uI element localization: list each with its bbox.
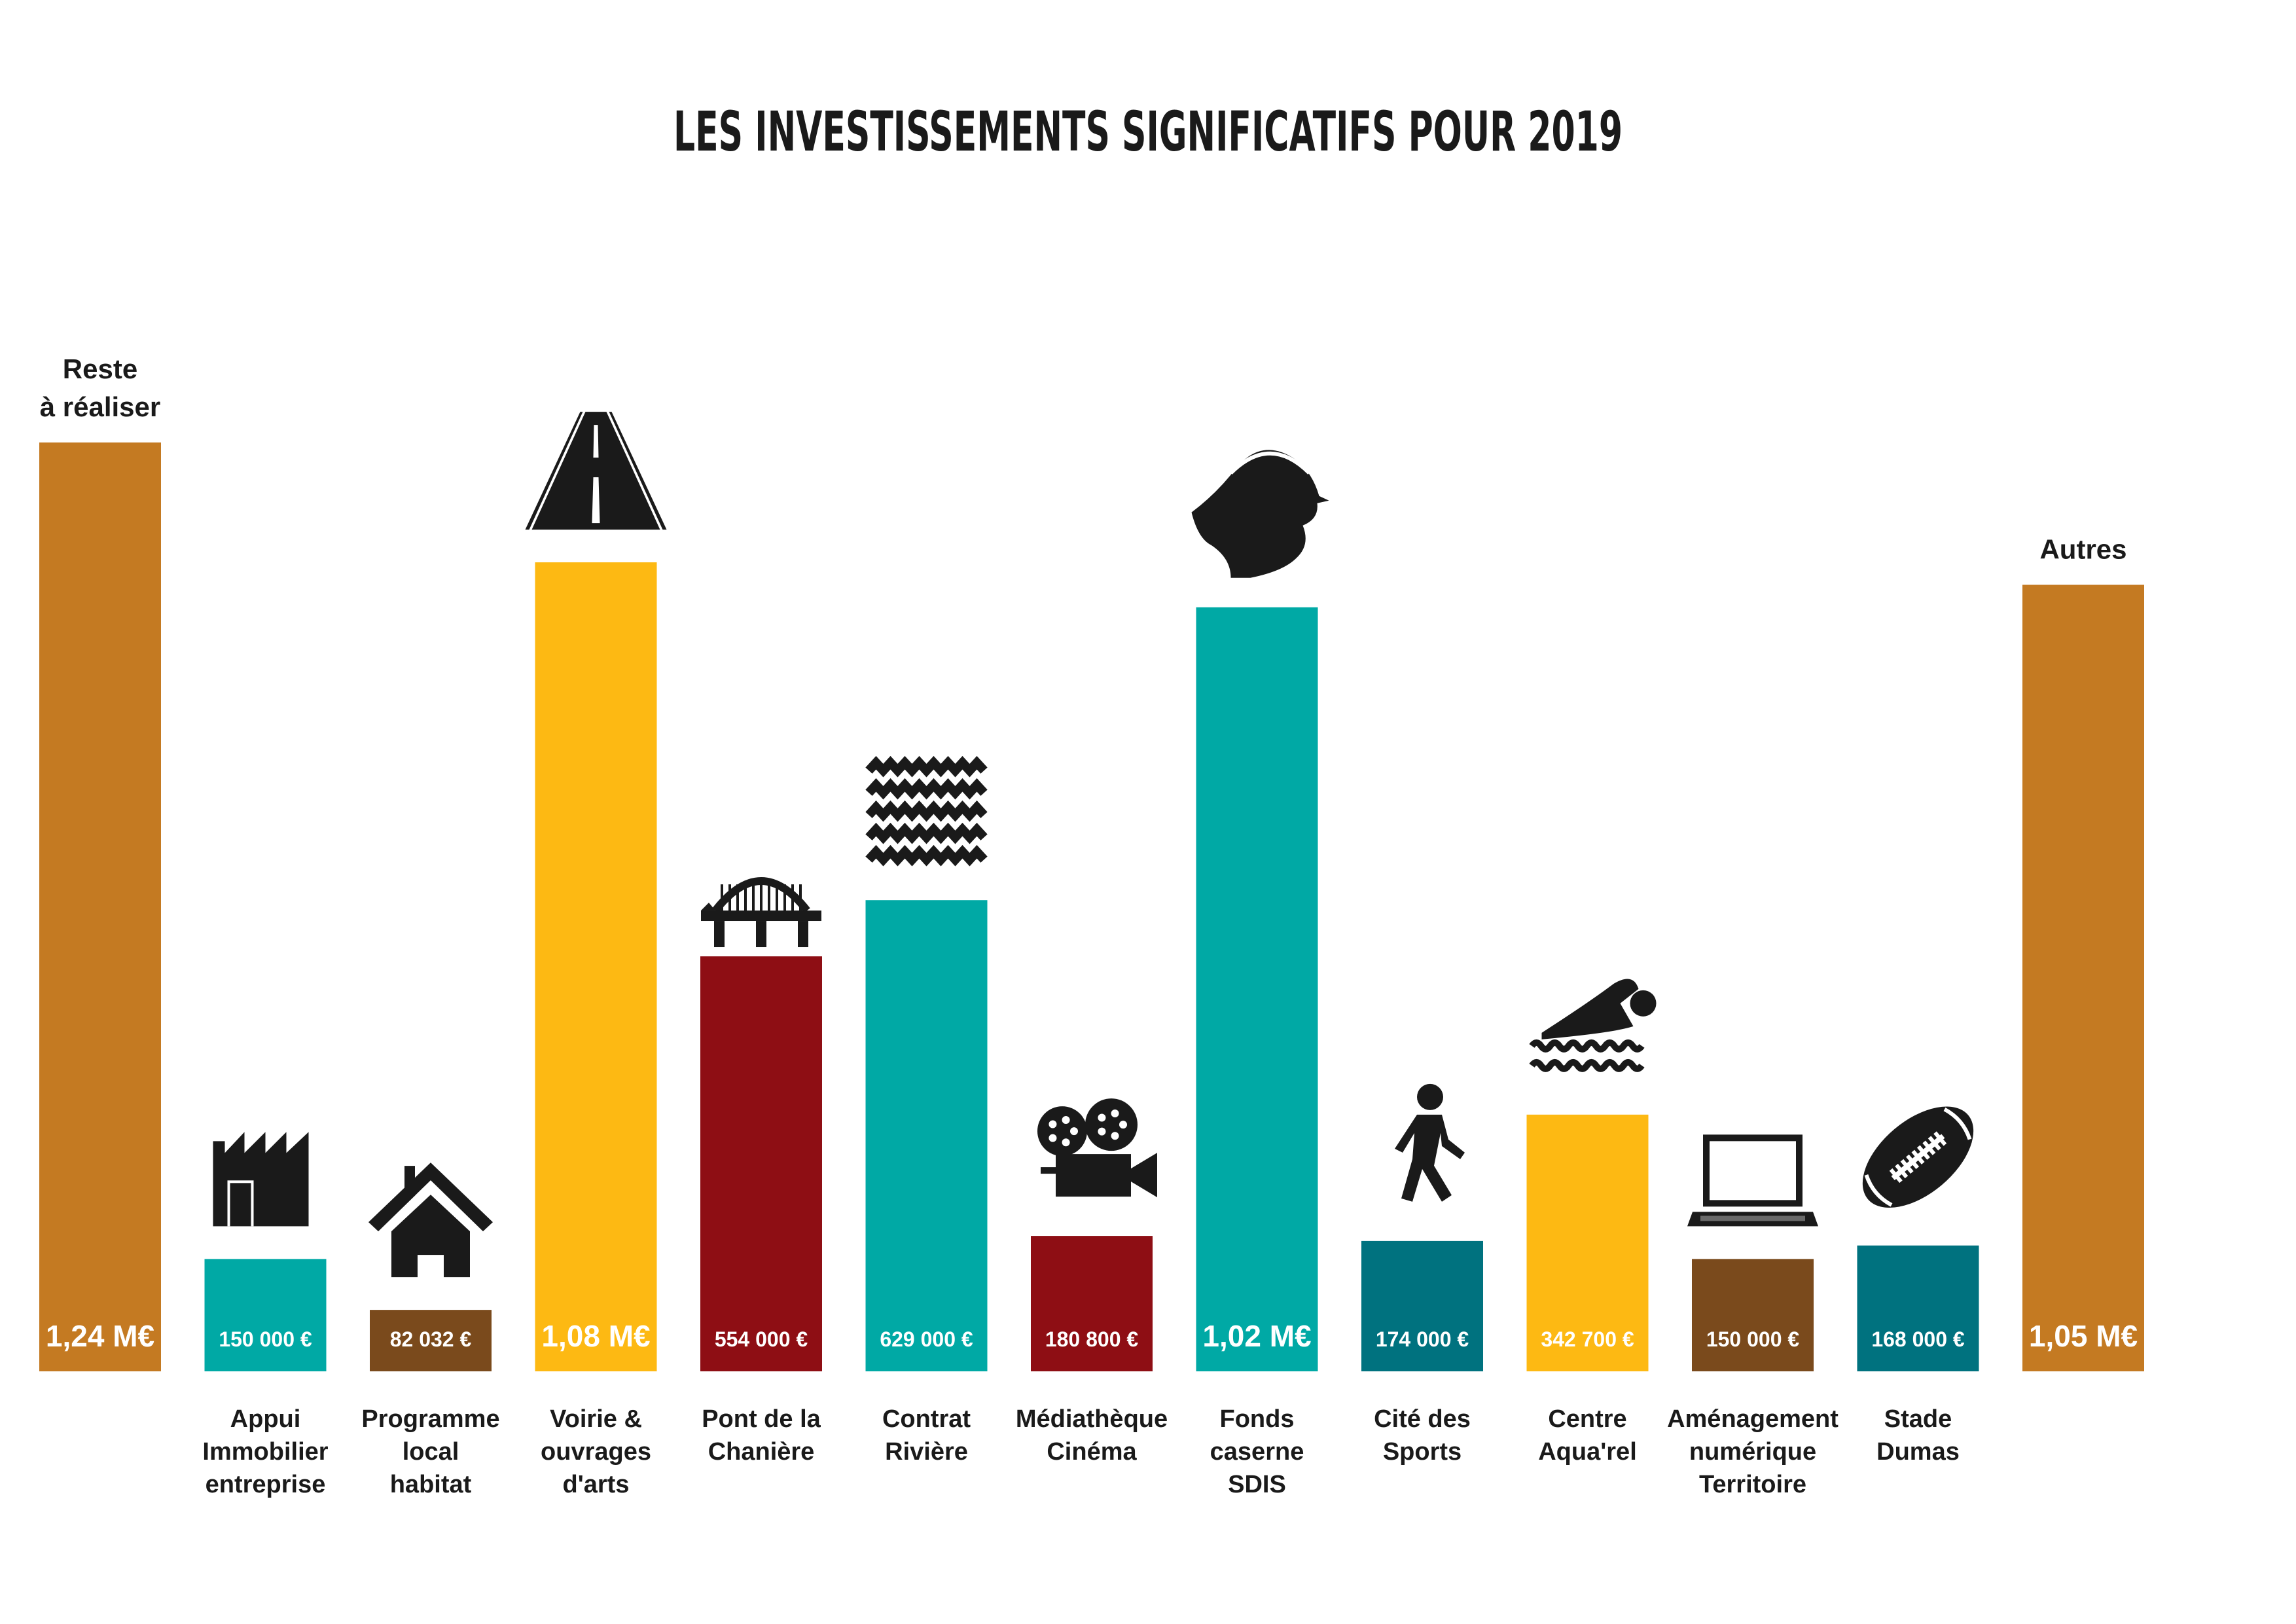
bar-6 bbox=[1031, 1236, 1153, 1371]
bar-0 bbox=[39, 442, 161, 1372]
value-label-8: 174 000 € bbox=[1376, 1327, 1469, 1351]
bar-11 bbox=[1857, 1245, 1979, 1371]
bar-8 bbox=[1361, 1240, 1483, 1371]
value-label-11: 168 000 € bbox=[1871, 1327, 1965, 1351]
category-label-4-0: Pont de la bbox=[702, 1405, 821, 1433]
category-label-6-0: Médiathèque bbox=[1016, 1405, 1168, 1433]
value-label-1: 150 000 € bbox=[219, 1327, 312, 1351]
value-label-6: 180 800 € bbox=[1045, 1327, 1139, 1351]
category-label-4-1: Chanière bbox=[708, 1438, 815, 1466]
category-label-5-1: Rivière bbox=[885, 1438, 968, 1466]
value-label-4: 554 000 € bbox=[715, 1327, 808, 1351]
bars-group bbox=[39, 442, 2144, 1372]
category-label-3-1: ouvrages bbox=[541, 1438, 651, 1466]
bar-3 bbox=[535, 562, 657, 1372]
value-label-3: 1,08 M€ bbox=[541, 1319, 650, 1353]
category-label-10-2: Territoire bbox=[1699, 1471, 1806, 1498]
category-label-7-0: Fonds bbox=[1220, 1405, 1295, 1433]
top-label-0-1: à réaliser bbox=[40, 391, 161, 422]
category-label-8-0: Cité des bbox=[1374, 1405, 1471, 1433]
bar-9 bbox=[1526, 1114, 1649, 1371]
category-label-11-0: Stade bbox=[1884, 1405, 1952, 1433]
bar-2 bbox=[370, 1310, 492, 1371]
bar-4 bbox=[700, 956, 822, 1371]
category-label-3-0: Voirie & bbox=[550, 1405, 642, 1433]
category-label-7-1: caserne bbox=[1210, 1438, 1304, 1466]
road-icon bbox=[525, 412, 667, 530]
value-label-9: 342 700 € bbox=[1541, 1327, 1634, 1351]
category-label-10-0: Aménagement bbox=[1667, 1405, 1839, 1433]
category-label-1-1: Immobilier bbox=[202, 1438, 328, 1466]
category-label-9-0: Centre bbox=[1548, 1405, 1626, 1433]
category-label-1-0: Appui bbox=[230, 1405, 301, 1433]
firefighter-icon bbox=[1191, 450, 1329, 578]
category-label-10-1: numérique bbox=[1689, 1438, 1816, 1466]
swimmer-icon bbox=[1529, 979, 1657, 1072]
chart-title: LES INVESTISSEMENTS SIGNIFICATIFS POUR 2… bbox=[673, 99, 1623, 164]
film-camera-icon bbox=[1037, 1098, 1157, 1198]
value-label-10: 150 000 € bbox=[1706, 1327, 1800, 1351]
category-label-2-0: Programme bbox=[361, 1405, 499, 1433]
category-label-8-1: Sports bbox=[1383, 1438, 1462, 1466]
value-label-12: 1,05 M€ bbox=[2029, 1319, 2138, 1353]
category-label-1-2: entreprise bbox=[206, 1471, 326, 1498]
labels-group: 1,24 M€ Reste à réaliser 150 000 € Appui Immo… bbox=[40, 353, 2138, 1498]
bar-1 bbox=[204, 1259, 327, 1371]
category-label-9-1: Aqua'rel bbox=[1538, 1438, 1637, 1466]
category-label-7-2: SDIS bbox=[1228, 1471, 1286, 1498]
laptop-icon bbox=[1687, 1134, 1818, 1227]
top-label-12-0: Autres bbox=[2039, 533, 2126, 564]
value-label-5: 629 000 € bbox=[880, 1327, 973, 1351]
bridge-icon bbox=[701, 877, 821, 948]
water-icon bbox=[865, 755, 988, 867]
value-label-0: 1,24 M€ bbox=[46, 1319, 154, 1353]
value-label-7: 1,02 M€ bbox=[1202, 1319, 1311, 1353]
top-label-0-0: Reste bbox=[63, 353, 137, 384]
bar-10 bbox=[1692, 1259, 1814, 1371]
walking-person-icon bbox=[1395, 1083, 1465, 1202]
value-label-2: 82 032 € bbox=[390, 1327, 472, 1351]
icons-group bbox=[213, 412, 1974, 1278]
category-label-3-2: d'arts bbox=[563, 1471, 630, 1498]
category-label-11-1: Dumas bbox=[1876, 1438, 1960, 1466]
house-icon bbox=[368, 1163, 493, 1278]
bar-5 bbox=[865, 900, 988, 1371]
rugby-ball-icon bbox=[1862, 1106, 1974, 1208]
category-label-2-2: habitat bbox=[390, 1471, 472, 1498]
bar-7 bbox=[1196, 607, 1318, 1371]
category-label-2-1: local bbox=[403, 1438, 459, 1466]
category-label-6-1: Cinéma bbox=[1047, 1438, 1137, 1466]
factory-icon bbox=[213, 1132, 309, 1227]
bar-12 bbox=[2022, 585, 2144, 1371]
category-label-5-0: Contrat bbox=[882, 1405, 971, 1433]
